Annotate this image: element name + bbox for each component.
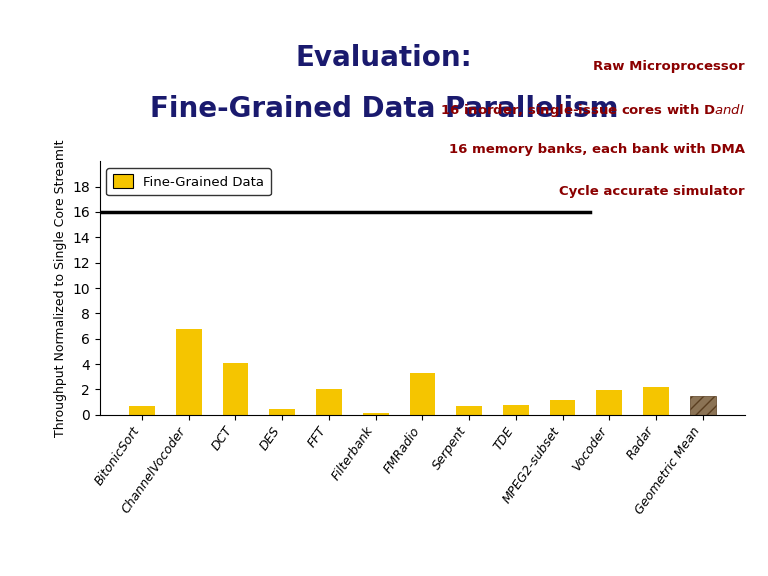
Bar (690, 396, 716, 415)
Bar (362, 413, 389, 415)
Bar (270, 409, 295, 415)
Text: Evaluation:: Evaluation: (296, 44, 472, 71)
Y-axis label: Throughput Normalized to Single Core StreamIt: Throughput Normalized to Single Core Str… (54, 139, 67, 437)
Bar (316, 389, 342, 415)
Bar (550, 400, 575, 415)
Legend: Fine-Grained Data: Fine-Grained Data (107, 168, 271, 195)
Text: 16 inorder, single-issue cores with D$ and I$: 16 inorder, single-issue cores with D$ a… (440, 102, 745, 119)
Bar (409, 373, 435, 415)
Bar (223, 363, 248, 415)
Text: 16 memory banks, each bank with DMA: 16 memory banks, each bank with DMA (449, 143, 745, 157)
Bar (176, 328, 201, 415)
Text: Cycle accurate simulator: Cycle accurate simulator (559, 185, 745, 198)
Bar (129, 406, 155, 415)
Text: Fine-Grained Data Parallelism: Fine-Grained Data Parallelism (150, 96, 618, 123)
Bar (456, 407, 482, 415)
Bar (644, 387, 669, 415)
Bar (597, 390, 622, 415)
Text: Raw Microprocessor: Raw Microprocessor (594, 60, 745, 74)
Bar (503, 406, 528, 415)
